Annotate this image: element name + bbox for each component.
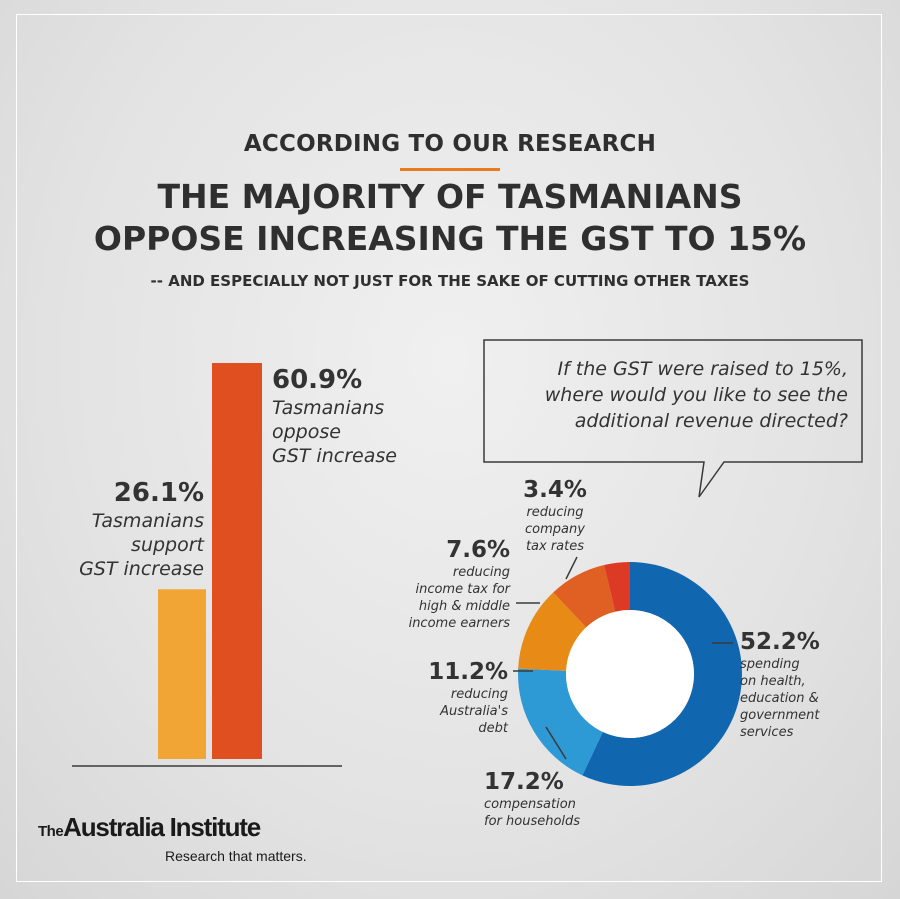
label-oppose-line-2: oppose <box>272 421 341 443</box>
label-support: 26.1% Tasmanians support GST increase <box>40 477 204 581</box>
kicker-heading: ACCORDING TO OUR RESEARCH <box>243 131 657 157</box>
label-debt: 11.2% reducing Australia's debt <box>400 658 508 737</box>
label-income-tax-line-2: income tax for <box>415 582 510 597</box>
label-health-line-4: government <box>740 708 820 723</box>
logo-the: The <box>38 823 64 840</box>
kicker-underline <box>400 168 500 171</box>
label-support-line-2: support <box>131 534 204 556</box>
slice-income-tax <box>553 565 616 628</box>
label-debt-line-2: Australia's <box>440 704 508 719</box>
question-line-1: If the GST were raised to 15%, <box>557 358 848 380</box>
label-compensation-pct: 17.2% <box>484 769 564 795</box>
label-pointers <box>513 556 733 760</box>
slice-company-tax <box>604 562 630 612</box>
label-oppose-line-1: Tasmanians <box>272 397 385 419</box>
question-line-2: where would you like to see the <box>544 384 848 406</box>
label-debt-pct: 11.2% <box>428 659 508 685</box>
subheading: -- AND ESPECIALLY NOT JUST FOR THE SAKE … <box>150 272 750 290</box>
label-income-tax: 7.6% reducing income tax for high & midd… <box>364 536 510 632</box>
label-income-tax-line-1: reducing <box>452 565 510 580</box>
label-health: 52.2% spending on health, education & go… <box>740 628 880 741</box>
label-compensation-line-1: compensation <box>484 797 576 812</box>
logo-wordmark: TheAustralia Institute <box>38 812 261 843</box>
label-health-line-1: spending <box>740 657 800 672</box>
logo-tagline: Research that matters. <box>165 848 307 864</box>
label-health-line-2: on health, <box>740 674 806 689</box>
slice-health <box>582 562 743 786</box>
label-income-tax-line-4: income earners <box>408 616 510 631</box>
label-oppose: 60.9% Tasmanians oppose GST increase <box>272 364 442 468</box>
label-company-tax-pct: 3.4% <box>523 477 587 503</box>
headline: THE MAJORITY OF TASMANIANS OPPOSE INCREA… <box>0 176 900 260</box>
label-health-line-3: education & <box>740 691 819 706</box>
label-income-tax-pct: 7.6% <box>446 537 510 563</box>
label-company-tax: 3.4% reducing company tax rates <box>500 476 610 555</box>
label-health-pct: 52.2% <box>740 629 820 655</box>
label-health-line-5: services <box>740 725 794 740</box>
bar-support <box>158 589 206 759</box>
logo-name: Australia Institute <box>63 812 261 842</box>
white-frame <box>16 14 882 882</box>
headline-line-1: THE MAJORITY OF TASMANIANS <box>157 177 743 216</box>
label-compensation-line-2: for households <box>484 814 581 829</box>
label-debt-line-3: debt <box>478 721 508 736</box>
label-support-line-3: GST increase <box>79 558 204 580</box>
label-company-tax-line-1: reducing <box>526 505 584 520</box>
label-support-pct: 26.1% <box>113 478 204 508</box>
question-bubble <box>483 339 863 498</box>
label-support-line-1: Tasmanians <box>91 510 204 532</box>
label-oppose-line-3: GST increase <box>272 445 397 467</box>
slice-debt <box>518 592 587 671</box>
headline-line-2: OPPOSE INCREASING THE GST TO 15% <box>93 219 807 258</box>
label-debt-line-1: reducing <box>450 687 508 702</box>
donut-hole <box>566 610 694 738</box>
slice-compensation <box>518 668 603 776</box>
label-company-tax-line-3: tax rates <box>525 539 585 554</box>
pointer-company-tax <box>565 556 578 580</box>
bar-chart <box>72 363 342 767</box>
pointer-compensation <box>545 726 567 760</box>
label-oppose-pct: 60.9% <box>272 365 363 395</box>
label-income-tax-line-3: high & middle <box>418 599 510 614</box>
label-compensation: 17.2% compensation for households <box>484 768 644 830</box>
donut-chart <box>518 562 743 786</box>
question-line-3: additional revenue directed? <box>574 410 848 432</box>
question-text: If the GST were raised to 15%, where wou… <box>498 356 848 434</box>
label-company-tax-line-2: company <box>525 522 585 537</box>
bar-oppose <box>212 363 262 759</box>
